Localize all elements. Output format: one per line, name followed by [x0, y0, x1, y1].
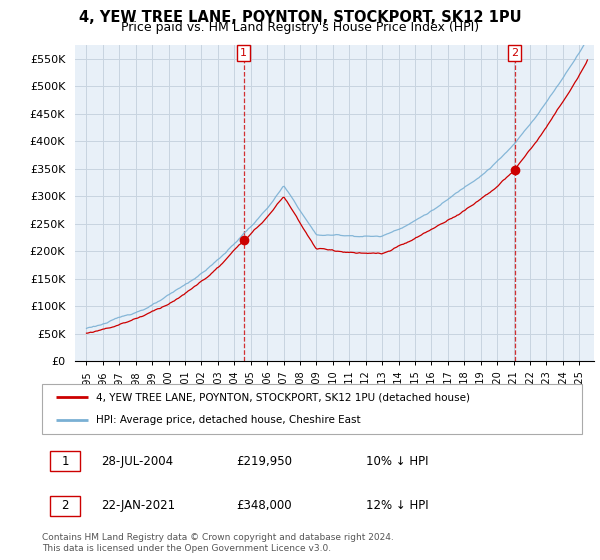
Text: 2: 2 [61, 500, 69, 512]
Text: 22-JAN-2021: 22-JAN-2021 [101, 500, 176, 512]
Text: HPI: Average price, detached house, Cheshire East: HPI: Average price, detached house, Ches… [96, 416, 361, 426]
Text: £219,950: £219,950 [236, 455, 292, 468]
Text: Price paid vs. HM Land Registry's House Price Index (HPI): Price paid vs. HM Land Registry's House … [121, 21, 479, 34]
Text: 12% ↓ HPI: 12% ↓ HPI [366, 500, 428, 512]
Text: 4, YEW TREE LANE, POYNTON, STOCKPORT, SK12 1PU: 4, YEW TREE LANE, POYNTON, STOCKPORT, SK… [79, 10, 521, 25]
FancyBboxPatch shape [50, 451, 80, 471]
Text: 1: 1 [61, 455, 69, 468]
Text: £348,000: £348,000 [236, 500, 292, 512]
Text: 10% ↓ HPI: 10% ↓ HPI [366, 455, 428, 468]
Text: 4, YEW TREE LANE, POYNTON, STOCKPORT, SK12 1PU (detached house): 4, YEW TREE LANE, POYNTON, STOCKPORT, SK… [96, 392, 470, 402]
Text: 28-JUL-2004: 28-JUL-2004 [101, 455, 173, 468]
FancyBboxPatch shape [50, 496, 80, 516]
Text: 2: 2 [511, 48, 518, 58]
Text: Contains HM Land Registry data © Crown copyright and database right 2024.
This d: Contains HM Land Registry data © Crown c… [42, 533, 394, 553]
Text: 1: 1 [240, 48, 247, 58]
FancyBboxPatch shape [42, 384, 582, 434]
